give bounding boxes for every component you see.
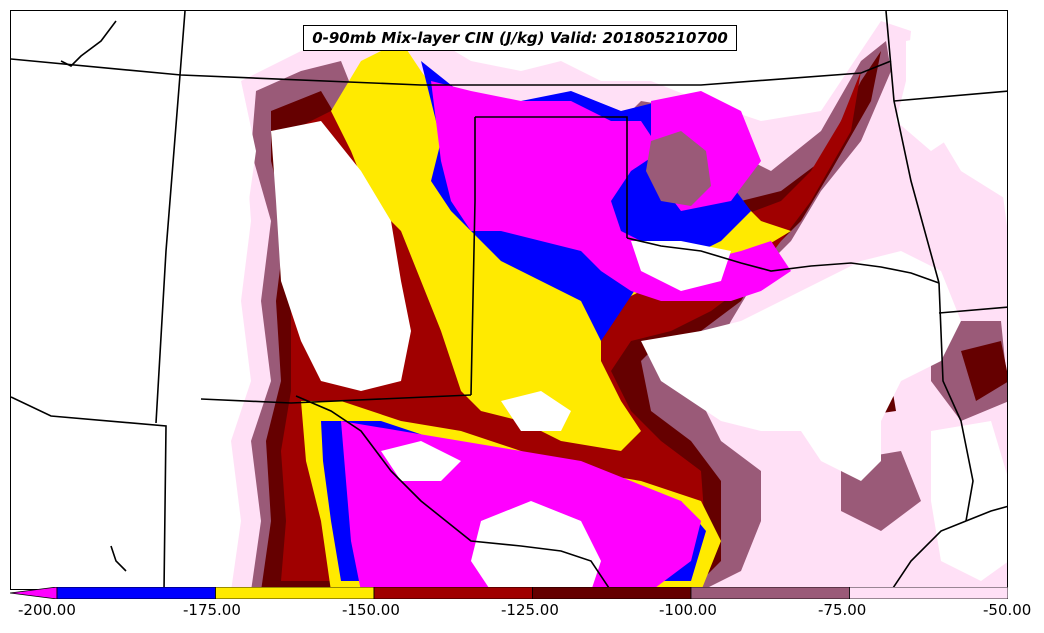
map-title: 0-90mb Mix-layer CIN (J/kg) Valid: 20180… [303, 25, 737, 51]
colorbar-bin [215, 587, 375, 599]
colorbar-under-arrow [10, 587, 58, 599]
colorbar-bin [373, 587, 533, 599]
colorbar-bin [532, 587, 692, 599]
white-hole-ne [631, 241, 731, 291]
coast-gulf [891, 520, 967, 589]
colorbar-bins [10, 587, 1008, 599]
border-panhandle [475, 116, 628, 238]
coast-sea-of-cortez [110, 545, 127, 572]
white-hole-right [906, 21, 1007, 200]
colorbar [10, 587, 1008, 599]
border-north [11, 58, 892, 86]
border-ks-mo [885, 11, 940, 284]
colorbar-bin [56, 587, 216, 599]
cin-field-map [11, 11, 1007, 589]
border-mexico [295, 395, 611, 589]
white-hole-center [501, 391, 571, 431]
white-hole-west [271, 121, 411, 391]
white-hole-east [641, 251, 961, 481]
border-nm-ok [470, 117, 476, 396]
white-hole-nw [11, 11, 256, 589]
mauve-ne-blob [646, 131, 711, 206]
white-hole-south [471, 501, 601, 589]
magenta-north [431, 81, 791, 301]
border-red-river [626, 237, 940, 284]
colorbar-tick-label: -50.00 [983, 601, 1032, 619]
colorbar-tick-label: -200.00 [18, 601, 76, 619]
lake-nw [60, 20, 117, 67]
colorbar-tick-label: -125.00 [501, 601, 559, 619]
border-texas-east [938, 282, 974, 522]
state-boundaries [11, 11, 1007, 589]
colorbar-bin [690, 587, 850, 599]
border-az [11, 396, 167, 589]
colorbar-tick-label: -150.00 [342, 601, 400, 619]
darkred-patch-east3 [961, 341, 1007, 401]
border-nm-tx-south [200, 394, 472, 404]
colorbar-tick-label: -100.00 [659, 601, 717, 619]
colorbar-tick-label: -75.00 [818, 601, 867, 619]
border-east-top [893, 90, 1007, 102]
border-co-west [155, 11, 186, 424]
cin-field [11, 11, 1007, 589]
white-hole-sw [381, 441, 461, 481]
coast-gulf-bay [965, 505, 1007, 522]
map-panel: 0-90mb Mix-layer CIN (J/kg) Valid: 20180… [10, 10, 1008, 590]
border-la [938, 306, 1007, 314]
colorbar-bin [849, 587, 1008, 599]
colorbar-tick-label: -175.00 [183, 601, 241, 619]
